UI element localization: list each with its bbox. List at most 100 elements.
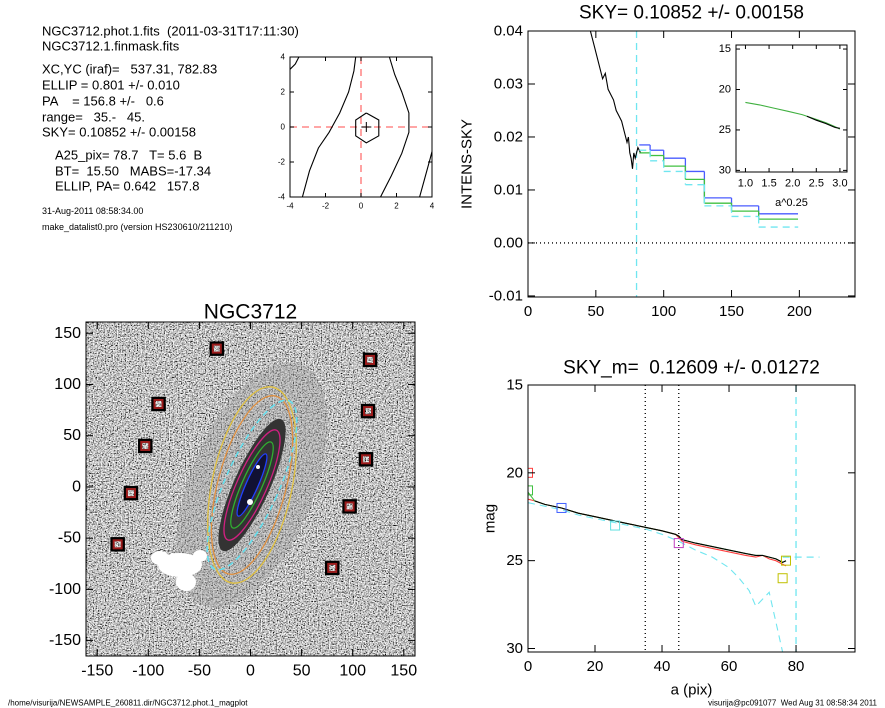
marker-edge [209,341,225,356]
x-tick-label: 100 [339,663,366,680]
x-tick-label: 2 [394,202,399,211]
y-tick-label: 15 [719,43,731,55]
info-line: A25_pix= 78.7 T= 5.6 B [55,148,202,163]
plot-frame [735,44,848,173]
masked-region [193,550,207,562]
marker-face [153,398,164,409]
x-tick-label: 100 [651,303,676,320]
marker [360,403,376,419]
y-tick-label: 15 [506,377,523,394]
x-tick-label: 0 [524,303,532,320]
marker-edge [138,438,153,454]
marker [610,520,621,531]
x-tick-label: 3.0 [832,177,847,189]
x-tick-label: -2 [322,202,330,211]
masked-region [176,573,196,591]
x-tick-label: 4 [430,202,435,211]
data-line [355,112,380,144]
x-tick-label: 0 [246,663,255,680]
info-line: XC,YC (iraf)= 537.31, 782.83 [42,62,217,77]
x-tick-label: 150 [390,663,417,680]
data-line [301,57,357,197]
y-tick-label: 100 [54,376,81,393]
isophote [207,386,297,584]
x-tick-label: 150 [719,303,744,320]
data-line [528,502,784,652]
x-tick-label: 1.5 [761,177,776,189]
marker [110,537,125,552]
marker-face [112,539,123,550]
plot-frame [527,384,856,653]
isophote [236,453,268,517]
x-axis-label: a^0.25 [775,197,808,209]
marker-edge [110,537,125,552]
marker [362,352,378,368]
y-tick-label: 150 [54,325,81,342]
masked-region [151,551,169,565]
x-tick-label: 0 [524,658,532,675]
marker-face [360,454,371,465]
marker-edge [342,499,357,514]
marker-edge [358,452,374,467]
y-tick-label: 4 [281,53,286,62]
info-line: SKY= 0.10852 +/- 0.00158 [42,125,196,140]
marker [138,438,153,454]
y-tick-label: 0.04 [494,23,523,40]
info-line: NGC3712.1.finmask.fits [42,39,180,54]
y-axis-label: mag [482,504,499,533]
x-tick-label: 200 [787,303,812,320]
info-block: NGC3712.phot.1.fits (2011-03-31T17:11:30… [42,24,299,233]
marker [556,502,567,513]
info-line: BT= 15.50 MABS=-17.34 [55,164,211,179]
y-tick-label: 2 [281,88,286,97]
info-note: 31-Aug-2011 08:58:34.00 [42,206,143,216]
marker-face [211,343,222,354]
plot-area [745,101,841,130]
plot-area [528,31,855,297]
data-line [380,57,410,197]
marker [528,485,533,496]
y-tick-label: 50 [63,427,81,444]
marker [780,555,791,566]
marker-face [344,501,355,512]
x-tick-label: 80 [788,658,805,675]
x-tick-label: 60 [721,658,738,675]
data-line [589,31,642,169]
marker-edge [324,560,340,576]
y-tick-label: -2 [278,158,286,167]
y-tick-label: 30 [719,164,731,176]
y-tick-label: 0.02 [494,128,523,145]
chart-title: SKY_m= 0.12609 +/- 0.01272 [563,358,820,379]
marker [673,538,684,549]
y-tick-label: 25 [506,552,523,569]
x-axis-label: a (pix) [671,682,713,699]
x-tick-label: -100 [132,663,164,680]
marker-edge [151,396,166,412]
footer-path: /home/visurija/NEWSAMPLE_260811.dir/NGC3… [8,699,248,708]
x-tick-label: 20 [587,658,604,675]
plot-frame [527,30,856,298]
data-line [419,151,432,197]
marker-edge [360,403,376,419]
data-line [806,115,840,129]
y-tick-label: 0.01 [494,181,523,198]
marker [209,341,225,356]
galaxy-image [86,322,415,656]
chart-title: SKY= 0.10852 +/- 0.00158 [579,3,804,24]
marker-face [363,406,373,417]
isophote [206,399,298,571]
info-note: make_datalist0.pro (version HS230610/211… [42,222,232,232]
isophote [210,395,294,575]
marker-face [125,488,136,499]
x-tick-label: 0 [359,202,364,211]
x-tick-label: 50 [293,663,311,680]
marker [123,485,139,501]
y-tick-label: 0 [281,123,286,132]
y-tick-label: 25 [719,124,731,136]
marker-edge [362,352,378,368]
marker-face [365,354,376,365]
isophote [230,441,274,529]
y-tick-label: 0.00 [494,234,523,251]
